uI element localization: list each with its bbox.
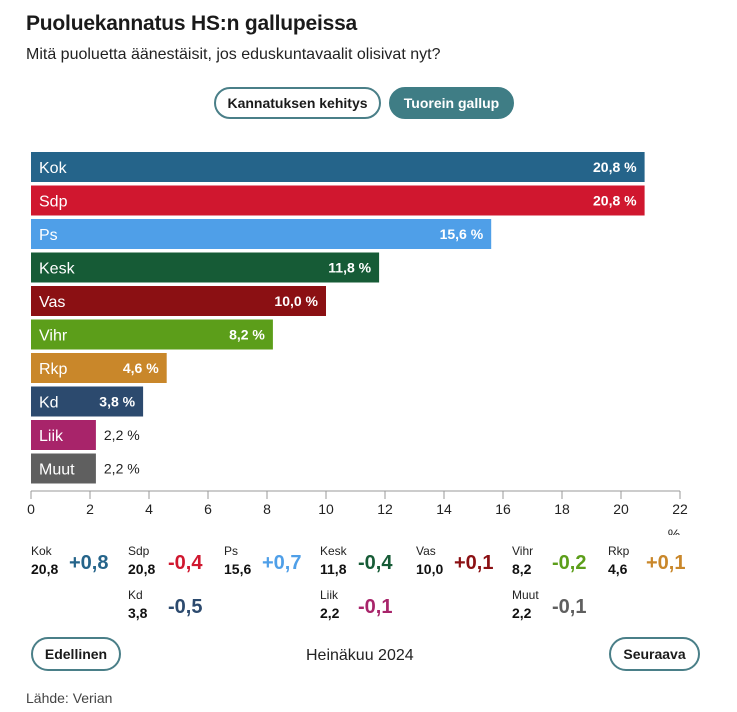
change-item-kd: Kd 3,8 -0,5 [128, 588, 202, 621]
x-tick-label: 6 [204, 501, 212, 517]
bar-category-label: Liik [39, 428, 64, 445]
bar-liik [31, 420, 96, 450]
chart-subtitle: Mitä puoluetta äänestäisit, jos eduskunt… [26, 46, 441, 63]
change-party-value: 20,8 [31, 561, 59, 577]
x-tick-label: 18 [554, 501, 570, 517]
bar-value-label: 8,2 % [229, 327, 265, 343]
change-party-diff: -0,2 [552, 552, 587, 574]
bar-category-label: Muut [39, 462, 75, 479]
bar-value-label: 10,0 % [274, 293, 318, 309]
change-party-name: Vas [416, 544, 436, 558]
chart-title: Puoluekannatus HS:n gallupeissa [26, 12, 358, 35]
change-party-value: 4,6 [608, 561, 628, 577]
x-tick-label: 12 [377, 501, 393, 517]
change-party-diff: -0,1 [552, 596, 587, 618]
x-axis-unit-label: % [668, 526, 680, 535]
change-summary: Kok 20,8 +0,8 Sdp 20,8 -0,4 Ps 15,6 +0,7… [0, 540, 737, 621]
change-party-value: 2,2 [512, 605, 532, 621]
source-note: Lähde: Verian [26, 690, 113, 706]
change-party-value: 11,8 [320, 561, 347, 577]
change-party-diff: -0,4 [168, 552, 203, 574]
change-item-rkp: Rkp 4,6 +0,1 [608, 544, 685, 577]
x-tick-label: 4 [145, 501, 153, 517]
change-party-value: 3,8 [128, 605, 148, 621]
change-item-liik: Liik 2,2 -0,1 [320, 588, 392, 621]
x-tick-label: 16 [495, 501, 511, 517]
change-party-name: Liik [320, 588, 339, 602]
change-party-name: Kok [31, 544, 52, 558]
change-party-value: 20,8 [128, 561, 156, 577]
bar-value-label: 2,2 % [104, 461, 140, 477]
bar-chart: Kok 20,8 % Sdp 20,8 % Ps 15,6 % Kesk 11,8 % Vas 1… [27, 152, 688, 535]
bar-vihr [31, 319, 273, 350]
change-item-kesk: Kesk 11,8 -0,4 [320, 544, 392, 577]
bar-category-label: Vihr [39, 328, 68, 345]
bar-value-label: 20,8 % [593, 159, 637, 175]
x-tick-label: 8 [263, 501, 271, 517]
change-item-muut: Muut 2,2 -0,1 [512, 588, 586, 621]
change-party-name: Kd [128, 588, 143, 602]
change-item-vihr: Vihr 8,2 -0,2 [512, 544, 586, 577]
change-party-name: Ps [224, 544, 239, 558]
change-party-value: 2,2 [320, 605, 340, 621]
bar-kd [31, 386, 144, 417]
change-party-name: Rkp [608, 544, 630, 558]
bar-category-label: Kok [39, 160, 68, 177]
x-tick-label: 14 [436, 501, 452, 517]
change-item-ps: Ps 15,6 +0,7 [224, 544, 301, 577]
bar-category-label: Sdp [39, 194, 68, 211]
tab-kannatuksen-kehitys[interactable]: Kannatuksen kehitys [214, 87, 381, 119]
bar-category-label: Ps [39, 227, 58, 244]
change-party-diff: -0,1 [358, 596, 393, 618]
bar-category-label: Rkp [39, 361, 68, 378]
tab-tuorein-gallup[interactable]: Tuorein gallup [389, 87, 514, 119]
bar-ps [31, 219, 492, 249]
change-party-diff: +0,8 [69, 552, 109, 574]
change-item-kok: Kok 20,8 +0,8 [31, 544, 108, 577]
bar-category-label: Vas [39, 294, 65, 311]
bar-sdp [31, 185, 645, 216]
bar-vas [31, 286, 326, 316]
x-tick-label: 0 [27, 501, 35, 517]
bar-value-label: 15,6 % [440, 226, 484, 242]
previous-button[interactable]: Edellinen [31, 637, 121, 671]
bar-rkp [31, 353, 167, 383]
change-item-sdp: Sdp 20,8 -0,4 [128, 544, 202, 577]
bar-kesk [31, 252, 380, 283]
x-tick-label: 10 [318, 501, 334, 517]
change-party-diff: -0,5 [168, 596, 203, 618]
bar-value-label: 2,2 % [104, 427, 140, 443]
change-party-diff: -0,4 [358, 552, 393, 574]
next-button[interactable]: Seuraava [609, 637, 700, 671]
change-party-value: 8,2 [512, 561, 532, 577]
change-party-name: Sdp [128, 544, 150, 558]
change-party-name: Muut [512, 588, 539, 602]
x-tick-label: 2 [86, 501, 94, 517]
period-label: Heinäkuu 2024 [306, 647, 414, 664]
change-item-vas: Vas 10,0 +0,1 [416, 544, 493, 577]
change-party-name: Vihr [512, 544, 534, 558]
bar-category-label: Kd [39, 395, 59, 412]
change-party-diff: +0,1 [646, 552, 686, 574]
bar-value-label: 3,8 % [99, 394, 135, 410]
change-party-name: Kesk [320, 544, 347, 558]
bar-value-label: 4,6 % [123, 360, 159, 376]
x-tick-label: 20 [613, 501, 629, 517]
x-tick-label: 22 [672, 501, 688, 517]
change-party-diff: +0,7 [262, 552, 302, 574]
change-party-value: 10,0 [416, 561, 444, 577]
bar-value-label: 20,8 % [593, 193, 637, 209]
change-party-diff: +0,1 [454, 552, 494, 574]
change-party-value: 15,6 [224, 561, 252, 577]
bar-category-label: Kesk [39, 261, 76, 278]
bar-kok [31, 152, 645, 182]
bar-value-label: 11,8 % [328, 260, 371, 276]
bar-muut [31, 453, 96, 484]
